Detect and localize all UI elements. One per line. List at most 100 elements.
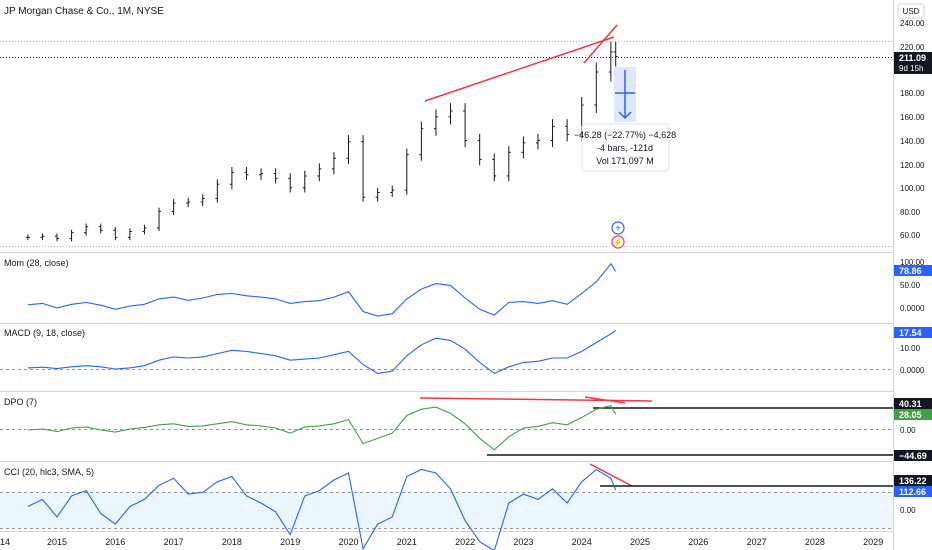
dpo-trendline-short[interactable] [584, 396, 626, 404]
price-bar [594, 62, 599, 114]
event-flash-badge[interactable]: ⚡ [611, 235, 625, 249]
price-bar [273, 168, 278, 184]
price-bar [229, 167, 234, 190]
mom-label[interactable]: Mom (28, close) [4, 258, 69, 268]
price-bar [69, 229, 74, 242]
macd-tick: 10.00 [900, 344, 921, 353]
time-axis-label: 2028 [805, 537, 825, 547]
price-bar [302, 170, 307, 193]
price-bar [613, 41, 618, 67]
price-tick: 60.00 [900, 231, 921, 240]
price-bar [259, 168, 264, 181]
price-bar [200, 194, 205, 207]
last-price-value: 211.09 [899, 53, 926, 63]
measure-label-box [581, 123, 670, 172]
currency-button[interactable] [897, 3, 925, 19]
add-alert-badge[interactable]: + [611, 221, 625, 235]
dpo-line [27, 404, 617, 451]
cci-trendline[interactable] [589, 463, 633, 487]
price-tick: 160.00 [900, 113, 925, 122]
time-axis-label: 2029 [863, 537, 883, 547]
price-bar [244, 167, 249, 181]
time-axis-label: 14 [0, 537, 10, 547]
price-bar [317, 163, 322, 182]
mom-line [27, 262, 617, 317]
time-axis[interactable]: 14 2015 2016 2017 2018 2019 2020 2021 2022 2023 20… [0, 537, 883, 547]
price-bar [404, 148, 409, 195]
price-trendline[interactable] [424, 36, 615, 102]
measure-line-3: Vol 171.097 M [596, 156, 654, 166]
price-trendline-short[interactable] [583, 24, 618, 64]
mom-scale: 100.00 50.00 0.0000 [900, 258, 925, 313]
price-bar [433, 109, 438, 136]
macd-label[interactable]: MACD (9, 18, close) [4, 328, 85, 338]
price-bar [535, 133, 540, 150]
plus-icon: + [615, 224, 621, 235]
price-bar [506, 146, 511, 182]
cci-value: 112.66 [899, 487, 926, 497]
price-tick: 80.00 [900, 208, 921, 217]
time-axis-label: 2020 [338, 537, 358, 547]
price-bar [521, 136, 526, 159]
dpo-label[interactable]: DPO (7) [4, 397, 37, 407]
mom-tick: 50.00 [900, 281, 921, 290]
price-tick: 240.00 [900, 19, 925, 28]
price-bar [361, 135, 366, 202]
price-bar [419, 121, 424, 161]
cci-value-tag [894, 486, 932, 497]
time-axis-label: 2027 [747, 537, 767, 547]
cci-label[interactable]: CCI (20, hlc3, SMA, 5) [4, 467, 94, 477]
measure-tool[interactable]: −46.28 (−22.77%) −4,628 -4 bars, -121d V… [574, 67, 676, 172]
dpo-low-value: −44.69 [899, 451, 927, 461]
price-bar [375, 187, 380, 202]
dpo-high-tag [894, 398, 932, 409]
time-axis-label: 2016 [105, 537, 125, 547]
price-bar [463, 103, 468, 148]
price-bar [127, 228, 132, 241]
dpo-value-tag [894, 409, 932, 420]
time-axis-label: 2015 [47, 537, 67, 547]
price-bar [186, 197, 191, 208]
time-axis-label: 2021 [397, 537, 417, 547]
price-bar [142, 224, 147, 235]
price-bar [477, 133, 482, 166]
price-bar [492, 153, 497, 182]
cci-level-value: 136.22 [899, 476, 927, 486]
pane-separators [0, 0, 894, 550]
price-tick: 220.00 [900, 43, 925, 52]
macd-tick: 0.0000 [900, 366, 925, 375]
price-tick: 100.00 [900, 184, 925, 193]
time-axis-label: 2017 [164, 537, 184, 547]
price-bar [448, 103, 453, 125]
cci-tick: 0.00 [900, 506, 916, 515]
measure-line-2: -4 bars, -121d [597, 143, 653, 153]
price-bar [171, 198, 176, 216]
dpo-trendline[interactable] [419, 397, 653, 402]
time-axis-label: 2018 [222, 537, 242, 547]
price-bar [157, 207, 162, 232]
mom-value: 78.86 [899, 266, 922, 276]
measure-arrow-head [618, 111, 632, 120]
time-axis-label: 2026 [688, 537, 708, 547]
macd-value: 17.54 [899, 328, 922, 338]
price-scale[interactable]: 240.00 220.00 180.00 160.00 140.00 120.0… [900, 19, 925, 240]
price-bar [84, 223, 89, 236]
price-bar [25, 234, 30, 241]
price-tick: 180.00 [900, 89, 925, 98]
price-bar [215, 179, 220, 203]
measure-line-1: −46.28 (−22.77%) −4,628 [574, 130, 676, 140]
price-bar [550, 119, 555, 148]
time-axis-label: 2025 [630, 537, 650, 547]
price-bars [25, 41, 618, 242]
dpo-scale: 0.00 [900, 426, 916, 435]
price-bar [346, 135, 351, 165]
symbol-title[interactable]: JP Morgan Chase & Co., 1M, NYSE [4, 6, 164, 17]
last-price-tag [894, 52, 932, 74]
price-bar [98, 223, 103, 234]
mom-tick: 0.0000 [900, 304, 925, 313]
dpo-value: 28.05 [899, 410, 922, 420]
time-axis-label: 2022 [455, 537, 475, 547]
price-bar [390, 185, 395, 198]
cci-band [0, 492, 893, 528]
